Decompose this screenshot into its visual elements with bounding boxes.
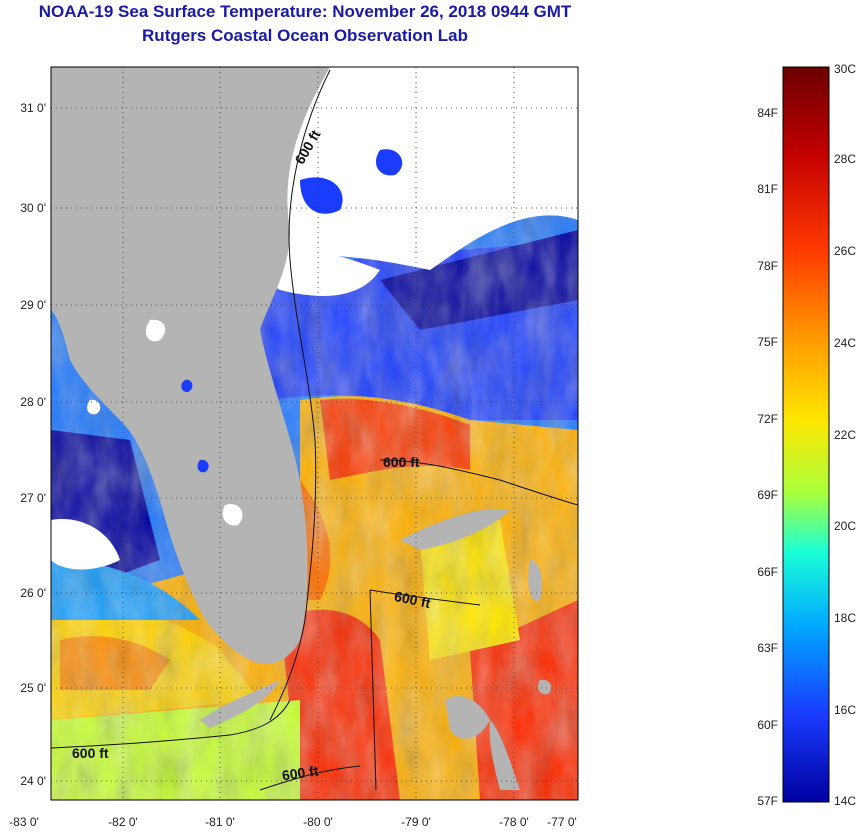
colorbar-c-label: 20C	[834, 519, 856, 533]
colorbar-c-label: 14C	[834, 794, 856, 808]
lat-label: 29 0'	[20, 298, 46, 312]
lat-label: 27 0'	[20, 491, 46, 505]
contour-label: 600 ft	[281, 762, 320, 783]
lon-label: -77 0'	[547, 815, 577, 829]
colorbar-f-label: 57F	[757, 794, 778, 808]
lon-label: -81 0'	[205, 815, 235, 829]
sst-field	[51, 67, 578, 800]
colorbar-f-label: 60F	[757, 718, 778, 732]
contour-label: 600 ft	[72, 745, 109, 761]
colorbar-f-label: 72F	[757, 412, 778, 426]
colorbar-c-label: 22C	[834, 428, 856, 442]
lon-label: -79 0'	[401, 815, 431, 829]
lat-label: 30 0'	[20, 201, 46, 215]
lon-label: -78 0'	[499, 815, 529, 829]
colorbar-celsius-labels: 30C 28C 26C 24C 22C 20C 18C 16C 14C	[834, 62, 856, 808]
colorbar-f-label: 69F	[757, 488, 778, 502]
colorbar	[782, 66, 830, 803]
colorbar-f-label: 84F	[757, 106, 778, 120]
map-subtitle: Rutgers Coastal Ocean Observation Lab	[142, 26, 468, 45]
colorbar-c-label: 18C	[834, 611, 856, 625]
longitude-labels: -83 0' -82 0' -81 0' -80 0' -79 0' -78 0…	[9, 815, 577, 829]
colorbar-fahrenheit-labels: 84F 81F 78F 75F 72F 69F 66F 63F 60F 57F	[757, 106, 778, 808]
lat-label: 25 0'	[20, 681, 46, 695]
contour-label: 600 ft	[393, 588, 432, 611]
lon-label: -82 0'	[108, 815, 138, 829]
colorbar-c-label: 26C	[834, 244, 856, 258]
colorbar-f-label: 66F	[757, 565, 778, 579]
lon-label: -83 0'	[9, 815, 39, 829]
colorbar-c-label: 16C	[834, 703, 856, 717]
colorbar-f-label: 78F	[757, 259, 778, 273]
map-frame	[50, 66, 579, 801]
colorbar-c-label: 28C	[834, 152, 856, 166]
graticule	[51, 67, 578, 800]
lat-label: 28 0'	[20, 395, 46, 409]
lat-label: 26 0'	[20, 586, 46, 600]
colorbar-f-label: 75F	[757, 335, 778, 349]
lat-label: 31 0'	[20, 101, 46, 115]
colorbar-f-label: 63F	[757, 641, 778, 655]
latitude-labels: 31 0' 30 0' 29 0' 28 0' 27 0' 26 0' 25 0…	[20, 101, 46, 788]
lon-label: -80 0'	[303, 815, 333, 829]
colorbar-f-label: 81F	[757, 182, 778, 196]
contour-label: 600 ft	[383, 454, 420, 470]
colorbar-c-label: 30C	[834, 62, 856, 76]
map-title: NOAA-19 Sea Surface Temperature: Novembe…	[38, 2, 572, 21]
lat-label: 24 0'	[20, 774, 46, 788]
colorbar-c-label: 24C	[834, 336, 856, 350]
